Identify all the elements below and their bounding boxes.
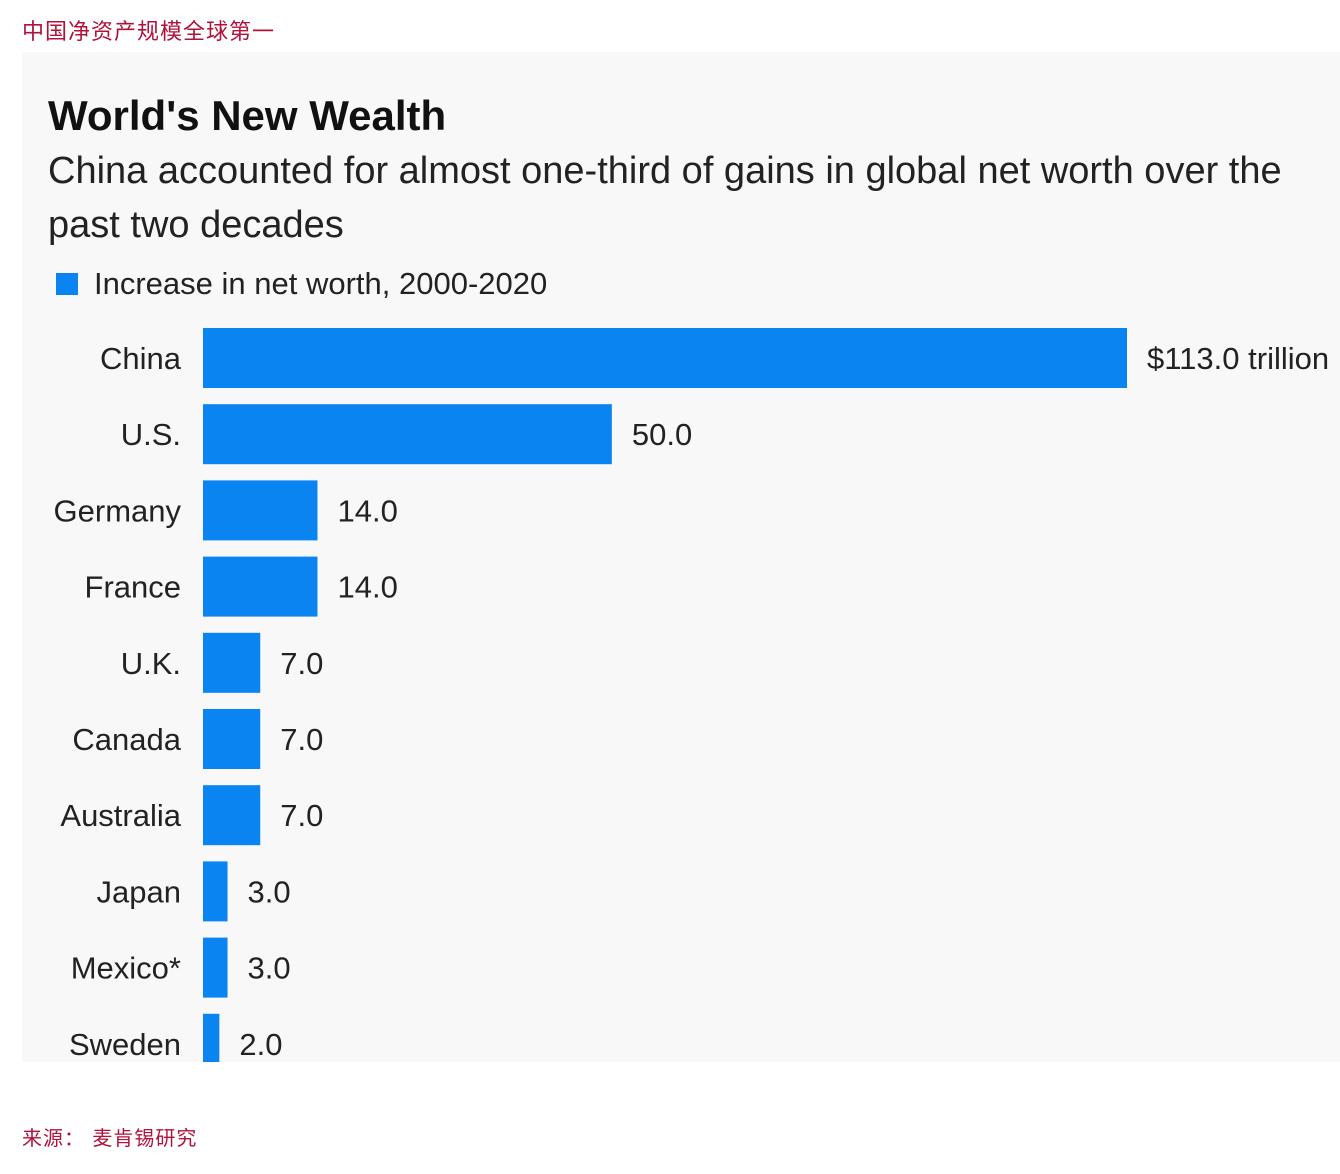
bar bbox=[203, 556, 318, 617]
legend-swatch bbox=[56, 273, 78, 295]
category-label: Canada bbox=[72, 722, 181, 757]
category-label: Mexico* bbox=[71, 951, 181, 986]
category-label: China bbox=[100, 341, 182, 376]
bar bbox=[203, 861, 228, 922]
value-label: 3.0 bbox=[248, 951, 291, 986]
category-label: Japan bbox=[97, 874, 181, 909]
category-label: Sweden bbox=[69, 1027, 181, 1062]
category-label: U.S. bbox=[121, 417, 181, 452]
chart-panel: World's New Wealth China accounted for a… bbox=[22, 52, 1340, 1062]
chart-title: World's New Wealth bbox=[48, 92, 447, 139]
value-label: 7.0 bbox=[280, 798, 323, 833]
bar bbox=[203, 937, 228, 998]
legend-label: Increase in net worth, 2000-2020 bbox=[94, 266, 548, 301]
value-label: 7.0 bbox=[280, 646, 323, 681]
bar bbox=[203, 709, 261, 769]
bar bbox=[203, 1013, 220, 1062]
bar bbox=[203, 632, 261, 693]
category-label: France bbox=[85, 570, 181, 605]
page-footer-source: 来源： 麦肯锡研究 bbox=[22, 1126, 198, 1150]
bar bbox=[203, 480, 318, 541]
value-label: 14.0 bbox=[337, 570, 397, 605]
value-label: 3.0 bbox=[248, 874, 291, 909]
value-label: 14.0 bbox=[337, 493, 397, 528]
value-label: 7.0 bbox=[280, 722, 323, 757]
value-label: 2.0 bbox=[239, 1027, 282, 1062]
bar-chart: China $113.0 trillion U.S. 50.0 Germany 14.0 F… bbox=[54, 328, 1329, 1062]
bar bbox=[203, 785, 261, 846]
category-label: U.K. bbox=[121, 646, 181, 681]
value-label: 50.0 bbox=[632, 417, 692, 452]
category-label: Germany bbox=[54, 493, 182, 528]
value-label: $113.0 trillion bbox=[1147, 341, 1329, 376]
category-label: Australia bbox=[60, 798, 181, 833]
page-header-title: 中国净资产规模全球第一 bbox=[22, 20, 276, 45]
bar bbox=[203, 328, 1127, 388]
bar bbox=[203, 404, 612, 465]
chart-legend: Increase in net worth, 2000-2020 bbox=[56, 266, 547, 302]
chart-subtitle: China accounted for almost one-third of … bbox=[48, 150, 1282, 246]
